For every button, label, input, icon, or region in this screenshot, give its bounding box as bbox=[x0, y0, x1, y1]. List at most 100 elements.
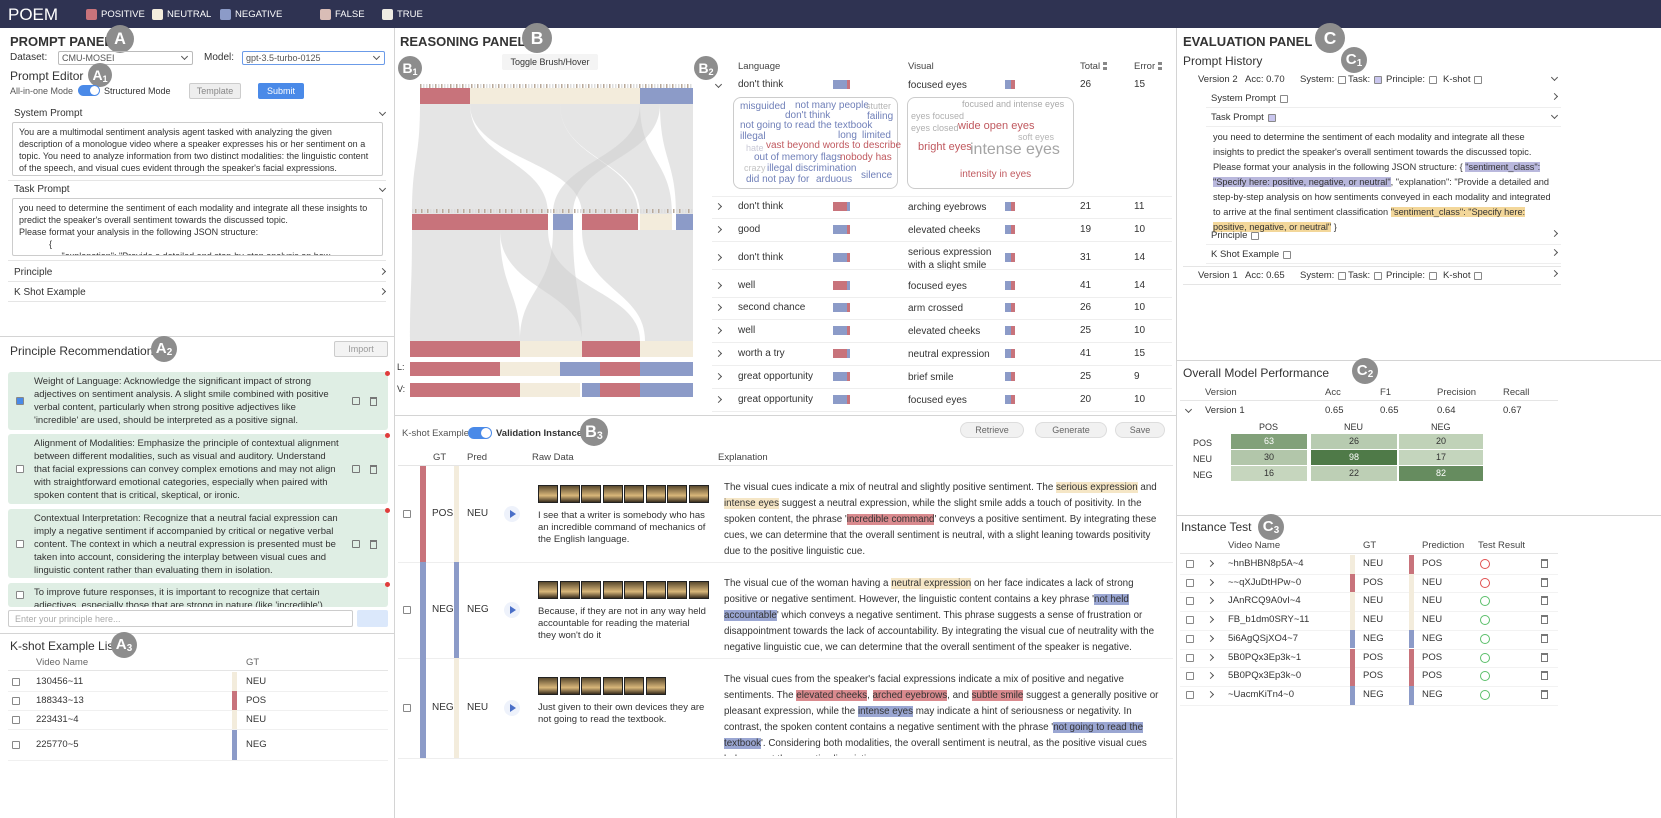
checkbox[interactable] bbox=[12, 677, 20, 686]
select[interactable] bbox=[242, 51, 385, 65]
checkbox[interactable] bbox=[1186, 672, 1194, 681]
version-name[interactable]: Version 2 bbox=[1198, 74, 1238, 85]
checkbox[interactable] bbox=[12, 696, 20, 705]
checkbox[interactable] bbox=[1374, 272, 1382, 280]
button[interactable]: Toggle Brush/Hover bbox=[502, 54, 598, 70]
checkbox[interactable] bbox=[1474, 76, 1482, 84]
cloud-word[interactable]: focused and intense eyes bbox=[962, 99, 1065, 109]
checkbox[interactable] bbox=[403, 606, 411, 614]
cloud-word[interactable]: eyes closed bbox=[911, 123, 959, 133]
section-header[interactable]: K Shot Example bbox=[1211, 249, 1280, 260]
checkbox[interactable] bbox=[403, 510, 411, 518]
delete-icon[interactable] bbox=[1541, 577, 1548, 587]
checkbox[interactable] bbox=[403, 704, 411, 712]
version-name[interactable]: Version 1 bbox=[1198, 270, 1238, 281]
cloud-word[interactable]: bright eyes bbox=[918, 141, 972, 153]
delete-icon[interactable] bbox=[1541, 633, 1548, 643]
section-header[interactable]: System Prompt bbox=[1211, 93, 1276, 104]
button[interactable]: Save bbox=[1115, 422, 1165, 438]
checkbox[interactable] bbox=[1280, 95, 1288, 103]
prompt-text[interactable]: You are a multimodal sentiment analysis … bbox=[12, 122, 383, 176]
cloud-word[interactable]: illegal bbox=[740, 131, 766, 142]
edit-icon[interactable] bbox=[352, 397, 360, 405]
edit-icon[interactable] bbox=[352, 465, 360, 473]
section-header[interactable]: Principle bbox=[1211, 230, 1248, 241]
cloud-word[interactable]: crazy bbox=[744, 163, 766, 173]
checkbox[interactable] bbox=[1186, 690, 1194, 699]
button[interactable]: Generate bbox=[1035, 422, 1107, 438]
section-header[interactable]: Principle bbox=[14, 267, 53, 278]
delete-icon[interactable] bbox=[1541, 596, 1548, 606]
cloud-word[interactable]: illegal discrimination bbox=[767, 163, 857, 174]
cloud-word[interactable]: nobody has bbox=[840, 152, 892, 163]
section-header[interactable]: K Shot Example bbox=[14, 287, 86, 298]
checkbox[interactable] bbox=[1338, 272, 1346, 280]
section-header[interactable]: Task Prompt bbox=[1211, 112, 1264, 123]
checkbox[interactable] bbox=[1429, 76, 1437, 84]
cloud-word[interactable]: wide open eyes bbox=[958, 120, 1035, 132]
edit-icon[interactable] bbox=[352, 539, 360, 548]
delete-icon[interactable] bbox=[1541, 652, 1548, 662]
prompt-text[interactable]: you need to determine the sentiment of e… bbox=[12, 198, 383, 256]
cloud-word[interactable]: vast beyond words to describe bbox=[766, 140, 902, 151]
checkbox[interactable] bbox=[16, 539, 24, 548]
checkbox[interactable] bbox=[16, 397, 24, 405]
cloud-word[interactable]: not many people bbox=[795, 100, 869, 111]
select[interactable] bbox=[58, 51, 193, 65]
cloud-word[interactable]: hate bbox=[746, 143, 764, 153]
delete-icon[interactable] bbox=[370, 397, 377, 406]
cloud-word[interactable]: don't think bbox=[785, 110, 831, 121]
delete-icon[interactable] bbox=[370, 539, 377, 549]
cloud-word[interactable]: did not pay for bbox=[746, 174, 810, 185]
checkbox[interactable] bbox=[1429, 272, 1437, 280]
checkbox[interactable] bbox=[16, 591, 24, 599]
checkbox[interactable] bbox=[1186, 653, 1194, 662]
button[interactable]: Import bbox=[334, 341, 388, 357]
cloud-word[interactable]: arduous bbox=[816, 174, 853, 185]
checkbox[interactable] bbox=[1338, 76, 1346, 84]
row-line bbox=[8, 691, 388, 692]
delete-icon[interactable] bbox=[1541, 615, 1548, 625]
checkbox[interactable] bbox=[16, 465, 24, 473]
cloud-word[interactable]: misguided bbox=[740, 101, 786, 112]
cloud-word[interactable]: out of memory flags bbox=[754, 152, 842, 163]
cloud-word[interactable]: stutter bbox=[866, 101, 892, 111]
checkbox[interactable] bbox=[1186, 560, 1194, 568]
cloud-word[interactable]: failing bbox=[867, 111, 894, 122]
button[interactable]: Template bbox=[189, 83, 241, 99]
cloud-word[interactable]: intense eyes bbox=[970, 141, 1060, 158]
cloud-word[interactable]: eyes focused bbox=[911, 111, 965, 121]
checkbox[interactable] bbox=[1251, 232, 1259, 240]
delete-icon[interactable] bbox=[1541, 689, 1548, 699]
delete-icon[interactable] bbox=[370, 465, 377, 474]
button[interactable]: Retrieve bbox=[960, 422, 1024, 438]
column-header[interactable]: Error bbox=[1134, 61, 1156, 72]
checkbox[interactable] bbox=[1186, 634, 1194, 643]
checkbox[interactable] bbox=[1474, 272, 1482, 280]
section-header[interactable]: Task Prompt bbox=[14, 184, 70, 195]
checkbox[interactable] bbox=[12, 741, 20, 749]
checkbox[interactable] bbox=[1283, 251, 1291, 259]
principle-input[interactable]: Enter your principle here... bbox=[8, 610, 353, 627]
cloud-word[interactable]: soft eyes bbox=[1018, 132, 1055, 142]
section-header[interactable]: System Prompt bbox=[14, 108, 83, 119]
toggle[interactable] bbox=[78, 85, 100, 96]
cloud-word[interactable]: intensity in eyes bbox=[960, 169, 1032, 180]
checkbox[interactable] bbox=[1268, 114, 1276, 122]
checkbox[interactable] bbox=[1186, 597, 1194, 606]
delete-icon[interactable] bbox=[1541, 559, 1548, 568]
prediction-label: NEU bbox=[1422, 576, 1443, 588]
send-button[interactable] bbox=[357, 610, 388, 627]
column-header[interactable]: Total bbox=[1080, 61, 1101, 72]
cloud-word[interactable]: silence bbox=[861, 170, 893, 181]
checkbox[interactable] bbox=[1374, 76, 1382, 84]
cloud-word[interactable]: limited bbox=[862, 130, 891, 141]
checkbox[interactable] bbox=[1186, 578, 1194, 587]
delete-icon[interactable] bbox=[1541, 671, 1548, 681]
cloud-word[interactable]: not going to read the textbook bbox=[740, 120, 873, 131]
cloud-word[interactable]: long bbox=[838, 130, 857, 141]
button[interactable]: Submit bbox=[258, 83, 304, 99]
node bbox=[519, 84, 521, 88]
checkbox[interactable] bbox=[12, 715, 20, 724]
checkbox[interactable] bbox=[1186, 616, 1194, 625]
